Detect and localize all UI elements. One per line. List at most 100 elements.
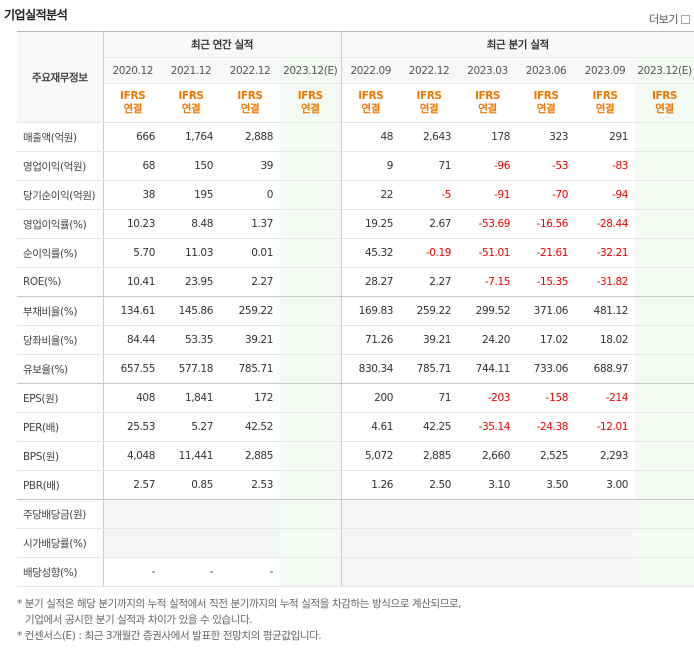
- value-cell: [280, 296, 342, 326]
- data-row: 배당성향(%) - - -: [17, 557, 694, 587]
- value-cell: 2.27: [400, 267, 459, 297]
- standard-text: IFRS: [178, 90, 204, 102]
- value-cell: 1,841: [162, 383, 220, 413]
- standard-text: 연결: [123, 103, 143, 115]
- value-cell: -31.82: [575, 267, 636, 297]
- period-header: 2022.12: [220, 57, 280, 84]
- period-header: 2020.12: [103, 57, 162, 84]
- value-cell: [341, 499, 401, 529]
- standard-text: 연결: [181, 103, 201, 115]
- value-cell: 39.21: [400, 325, 459, 355]
- value-cell: [341, 528, 401, 558]
- data-row: PER(배) 25.53 5.27 42.52 4.61 42.25 -35.14 -24.3…: [17, 412, 694, 442]
- value-cell: 172: [220, 383, 280, 413]
- standard-header: IFRS 연결: [400, 83, 459, 123]
- value-cell: [635, 441, 694, 471]
- value-cell: [635, 557, 694, 587]
- value-cell: [517, 528, 576, 558]
- value-cell: [635, 470, 694, 500]
- value-cell: 200: [341, 383, 401, 413]
- value-cell: 259.22: [220, 296, 280, 326]
- value-cell: -5: [400, 180, 459, 210]
- more-link[interactable]: 더보기: [649, 11, 690, 27]
- standard-text: 연결: [655, 103, 674, 115]
- value-cell: 408: [103, 383, 162, 413]
- period-header: 2023.12(E): [635, 57, 694, 84]
- value-cell: -53.69: [458, 209, 518, 239]
- row-label: 배당성향(%): [17, 557, 104, 587]
- section-title: 기업실적분석: [4, 8, 68, 22]
- data-row: 당좌비율(%) 84.44 53.35 39.21 71.26 39.21 24.20 17.…: [17, 325, 694, 355]
- standard-text: 연결: [361, 103, 381, 115]
- value-cell: 2,293: [575, 441, 636, 471]
- data-row: 영업이익(억원) 68 150 39 9 71 -96 -53 -83: [17, 151, 694, 181]
- value-cell: -: [103, 557, 162, 587]
- value-cell: 17.02: [517, 325, 576, 355]
- value-cell: -21.61: [517, 238, 576, 268]
- value-cell: 18.02: [575, 325, 636, 355]
- data-row: 주당배당금(원): [17, 499, 694, 529]
- value-cell: 0.85: [162, 470, 220, 500]
- row-label: PER(배): [17, 412, 104, 442]
- standard-header: IFRS 연결: [162, 83, 220, 123]
- value-cell: 785.71: [400, 354, 459, 384]
- value-cell: 71: [400, 151, 459, 181]
- value-cell: -70: [517, 180, 576, 210]
- value-cell: -: [162, 557, 220, 587]
- standard-header: IFRS 연결: [103, 83, 162, 123]
- value-cell: 1.26: [341, 470, 401, 500]
- value-cell: [458, 528, 518, 558]
- standard-text: IFRS: [358, 90, 384, 102]
- value-cell: -94: [575, 180, 636, 210]
- corner-header: 주요재무정보: [17, 31, 104, 123]
- value-cell: 28.27: [341, 267, 401, 297]
- standard-header: IFRS 연결: [575, 83, 636, 123]
- standard-text: IFRS: [474, 90, 501, 102]
- value-cell: -16.56: [517, 209, 576, 239]
- value-cell: 2.53: [220, 470, 280, 500]
- value-cell: [103, 499, 162, 529]
- value-cell: -: [220, 557, 280, 587]
- value-cell: 323: [517, 122, 576, 152]
- value-cell: 150: [162, 151, 220, 181]
- standard-text: 연결: [478, 103, 497, 115]
- row-label: 당기순이익(억원): [17, 180, 104, 210]
- row-label: PBR(배): [17, 470, 104, 500]
- value-cell: [635, 122, 694, 152]
- value-cell: [635, 354, 694, 384]
- value-cell: 134.61: [103, 296, 162, 326]
- row-label: 당좌비율(%): [17, 325, 104, 355]
- value-cell: 5,072: [341, 441, 401, 471]
- data-row: ROE(%) 10.41 23.95 2.27 28.27 2.27 -7.15 -15.35…: [17, 267, 694, 297]
- value-cell: 666: [103, 122, 162, 152]
- value-cell: 291: [575, 122, 636, 152]
- value-cell: -32.21: [575, 238, 636, 268]
- value-cell: 688.97: [575, 354, 636, 384]
- period-header: 2023.06: [517, 57, 576, 84]
- value-cell: [280, 267, 342, 297]
- value-cell: -51.01: [458, 238, 518, 268]
- value-cell: 11,441: [162, 441, 220, 471]
- value-cell: -15.35: [517, 267, 576, 297]
- value-cell: 10.41: [103, 267, 162, 297]
- value-cell: 8.48: [162, 209, 220, 239]
- value-cell: -158: [517, 383, 576, 413]
- row-label: 부채비율(%): [17, 296, 104, 326]
- value-cell: 145.86: [162, 296, 220, 326]
- value-cell: [458, 499, 518, 529]
- standard-text: IFRS: [533, 90, 559, 102]
- row-label: 주당배당금(원): [17, 499, 104, 529]
- value-cell: -12.01: [575, 412, 636, 442]
- data-row: 시가배당률(%): [17, 528, 694, 558]
- value-cell: 2.57: [103, 470, 162, 500]
- value-cell: -53: [517, 151, 576, 181]
- value-cell: [341, 557, 401, 587]
- period-header: 2023.03: [458, 57, 518, 84]
- standard-header: IFRS 연결: [220, 83, 280, 123]
- group-header: 최근 연간 실적: [103, 31, 342, 58]
- standard-header: IFRS 연결: [341, 83, 401, 123]
- data-row: 매출액(억원) 666 1,764 2,888 48 2,643 178 323 291: [17, 122, 694, 152]
- value-cell: -96: [458, 151, 518, 181]
- value-cell: [635, 412, 694, 442]
